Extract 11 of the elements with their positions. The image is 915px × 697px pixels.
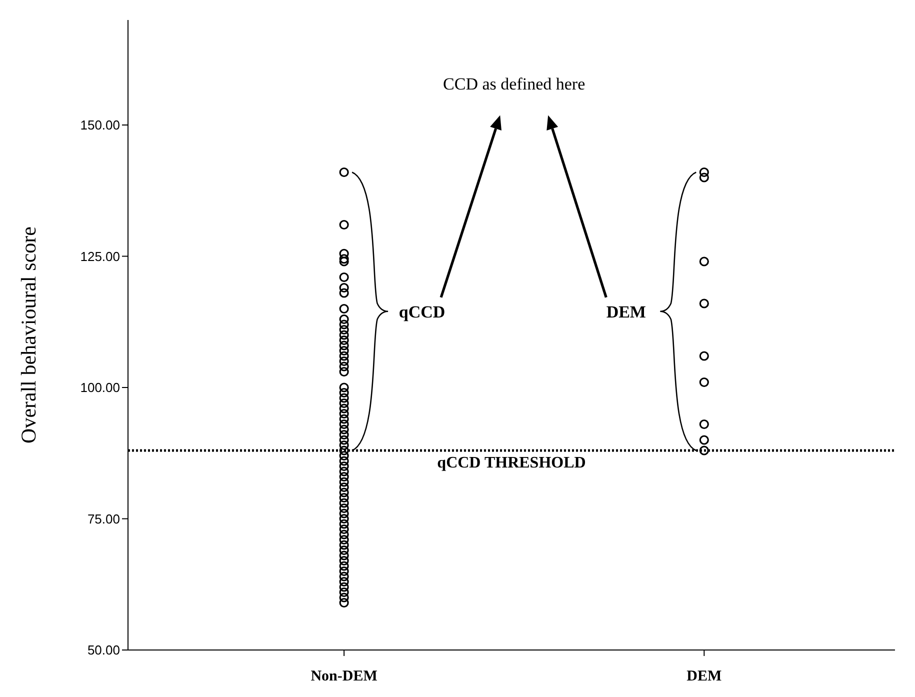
y-tick-label: 125.00	[80, 248, 120, 264]
annotation: qCCD	[398, 302, 446, 322]
annotation: CCD as defined here	[443, 74, 586, 94]
y-tick-label: 75.00	[87, 511, 120, 526]
ref-line-label: qCCD THRESHOLD	[437, 454, 586, 472]
y-axis-title: Overall behavioural score	[16, 226, 40, 444]
y-tick-label: 150.00	[80, 118, 120, 133]
annotation: DEM	[606, 302, 646, 322]
y-tick-label: 50.00	[87, 642, 120, 658]
y-tick-label: 100.00	[80, 380, 120, 396]
x-tick-label: Non-DEM	[310, 668, 378, 685]
